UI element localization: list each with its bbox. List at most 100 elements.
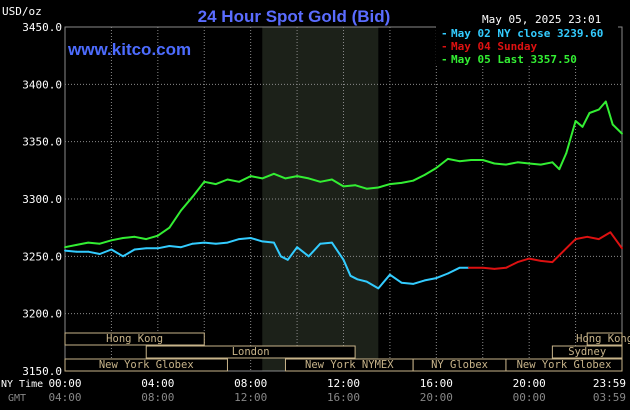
series-2-point (296, 175, 298, 178)
series-2-point (470, 159, 472, 161)
series-2-point (558, 168, 561, 171)
series-2-point (249, 175, 252, 178)
series-0-point (331, 241, 333, 244)
series-2-point (621, 132, 623, 135)
series-1-point (597, 238, 600, 241)
y-tick-label: 3250.0 (22, 250, 62, 263)
series-2-point (597, 108, 600, 111)
legend: - May 02 NY close 3239.60 - May 04 Sunda… (436, 26, 618, 66)
series-2-point (481, 159, 484, 161)
x-tick-label-ny: 16:00 (420, 377, 453, 390)
session-label: NY Globex (431, 359, 488, 371)
series-0-point (319, 242, 322, 245)
series-2-point (98, 242, 101, 245)
series-1-point (563, 249, 565, 252)
series-0-point (87, 250, 90, 253)
series-2-point (331, 178, 333, 181)
x-tick-label-ny: 20:00 (513, 377, 546, 390)
series-2-point (365, 187, 368, 190)
series-2-point (604, 100, 607, 103)
series-2-point (581, 125, 584, 128)
y-tick-label: 3400.0 (22, 78, 62, 91)
x-tick-label-ny: 00:00 (48, 377, 81, 390)
series-0-point (226, 241, 229, 244)
series-0-point (286, 258, 289, 261)
series-2-point (574, 120, 577, 122)
series-0-point (64, 249, 66, 252)
series-2-point (133, 235, 136, 238)
y-tick-label: 3350.0 (22, 136, 62, 149)
series-0-point (215, 242, 217, 245)
series-1-point (505, 266, 507, 269)
series-2-point (273, 172, 275, 175)
series-0-point (349, 274, 352, 277)
series-2-point (284, 177, 287, 180)
legend-marker-2: - (441, 53, 448, 66)
series-2-point (423, 174, 426, 176)
series-2-point (261, 177, 264, 180)
series-2-point (110, 239, 113, 242)
series-2-point (168, 226, 171, 229)
series-line-1 (468, 231, 623, 270)
session-label: London (232, 346, 270, 358)
series-0-point (203, 241, 206, 244)
legend-entry-ny-close: May 02 NY close 3239.60 (451, 27, 603, 40)
series-2-point (516, 161, 519, 164)
series-2-point (435, 167, 438, 169)
series-0-point (122, 255, 124, 258)
series-1-point (586, 235, 589, 238)
series-2-point (611, 123, 614, 126)
series-1-point (467, 266, 470, 269)
x-tick-label-ny: 12:00 (327, 377, 360, 390)
watermark-text: www.kitco.com (67, 40, 191, 59)
series-2-point (226, 178, 229, 181)
y-tick-label: 3300.0 (22, 193, 62, 206)
session-box (145, 345, 356, 359)
series-1-point (516, 261, 519, 263)
series-2-point (156, 234, 159, 237)
y-tick-label: 3200.0 (22, 308, 62, 321)
series-2-point (377, 186, 380, 189)
series-0-point (377, 287, 380, 290)
series-1-point (609, 231, 612, 234)
series-1-point (539, 260, 542, 262)
series-2-point (354, 184, 356, 187)
series-1-point (621, 247, 623, 250)
legend-background (436, 26, 618, 66)
series-2-point (307, 177, 310, 180)
legend-entry-sunday: May 04 Sunday (451, 40, 537, 53)
x-tick-label-ny: 04:00 (141, 377, 174, 390)
series-2-point (505, 163, 507, 166)
series-0-point (249, 237, 252, 239)
series-0-point (435, 277, 438, 279)
series-2-point (180, 209, 182, 212)
series-1-point (551, 261, 554, 263)
x-tick-label-ny: 08:00 (234, 377, 267, 390)
session-box (64, 332, 205, 346)
series-2-point (447, 158, 449, 160)
series-0-point (342, 258, 345, 261)
session-label: New York NYMEX (305, 359, 394, 371)
legend-marker-0: - (441, 27, 448, 40)
series-0-point (423, 279, 426, 282)
x-tick-label-gmt: 20:00 (420, 391, 453, 404)
series-2-point (389, 183, 391, 186)
series-0-point (238, 238, 241, 241)
x-axis-row2-label: GMT (8, 393, 26, 404)
series-1-point (528, 257, 531, 260)
series-0-point (133, 248, 136, 251)
x-tick-label-gmt: 00:00 (513, 391, 546, 404)
x-tick-label-ny: 23:59 (593, 377, 626, 390)
x-tick-label-gmt: 16:00 (327, 391, 360, 404)
series-0-point (389, 273, 391, 276)
series-2-point (458, 160, 461, 163)
series-0-point (279, 255, 282, 258)
series-0-point (365, 280, 368, 283)
series-0-point (273, 241, 275, 244)
series-2-point (191, 195, 194, 198)
series-2-point (551, 161, 554, 164)
series-0-point (458, 266, 461, 269)
series-2-point (528, 162, 531, 165)
chart-title: 24 Hour Spot Gold (Bid) (198, 7, 391, 26)
session-label: Sydney (568, 346, 606, 358)
